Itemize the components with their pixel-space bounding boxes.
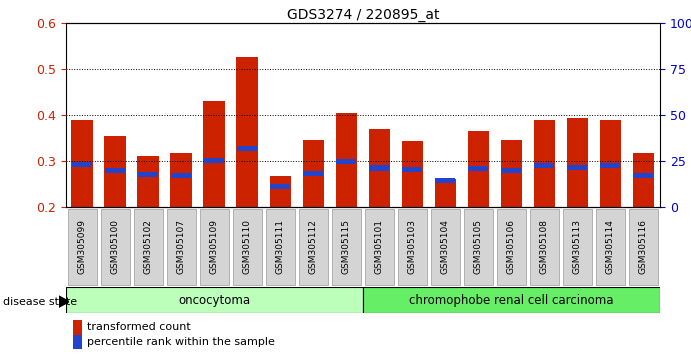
Text: GSM305106: GSM305106 <box>507 219 516 274</box>
Bar <box>237 145 257 151</box>
Bar <box>600 163 621 168</box>
Bar <box>600 120 621 207</box>
Bar <box>502 168 521 173</box>
Text: GSM305102: GSM305102 <box>144 219 153 274</box>
Bar <box>368 129 390 207</box>
Text: GSM305109: GSM305109 <box>209 219 219 274</box>
Bar <box>303 171 323 177</box>
Text: GSM305116: GSM305116 <box>639 219 648 274</box>
Bar <box>468 166 489 171</box>
FancyBboxPatch shape <box>629 209 658 285</box>
Text: oncocytoma: oncocytoma <box>178 293 250 307</box>
Bar <box>401 141 423 207</box>
Text: GSM305101: GSM305101 <box>375 219 384 274</box>
FancyBboxPatch shape <box>464 209 493 285</box>
Bar <box>435 178 455 183</box>
Text: GSM305099: GSM305099 <box>77 219 86 274</box>
FancyBboxPatch shape <box>430 209 460 285</box>
Bar <box>73 162 92 167</box>
FancyBboxPatch shape <box>563 209 592 285</box>
Bar <box>138 155 159 207</box>
Bar <box>104 136 126 207</box>
Bar <box>71 120 93 207</box>
Bar <box>402 167 422 172</box>
Bar <box>303 140 324 207</box>
FancyBboxPatch shape <box>332 209 361 285</box>
FancyBboxPatch shape <box>530 209 559 285</box>
Text: GSM305103: GSM305103 <box>408 219 417 274</box>
Bar <box>203 101 225 207</box>
Text: chromophobe renal cell carcinoma: chromophobe renal cell carcinoma <box>409 293 614 307</box>
FancyBboxPatch shape <box>66 287 363 313</box>
FancyBboxPatch shape <box>200 209 229 285</box>
FancyBboxPatch shape <box>233 209 262 285</box>
Bar <box>567 118 588 207</box>
Bar <box>633 153 654 207</box>
Bar <box>634 173 653 178</box>
Text: GSM305107: GSM305107 <box>177 219 186 274</box>
Bar <box>171 173 191 178</box>
Bar <box>105 168 125 173</box>
FancyBboxPatch shape <box>133 209 162 285</box>
FancyBboxPatch shape <box>68 209 97 285</box>
Polygon shape <box>59 296 69 307</box>
Text: GSM305105: GSM305105 <box>474 219 483 274</box>
Text: GSM305115: GSM305115 <box>342 219 351 274</box>
Bar <box>533 120 555 207</box>
Text: percentile rank within the sample: percentile rank within the sample <box>87 337 275 347</box>
Bar <box>205 158 224 163</box>
Bar <box>435 178 456 207</box>
Bar <box>468 131 489 207</box>
Text: GSM305104: GSM305104 <box>441 219 450 274</box>
Text: GSM305113: GSM305113 <box>573 219 582 274</box>
Bar <box>138 172 158 177</box>
FancyBboxPatch shape <box>299 209 328 285</box>
FancyBboxPatch shape <box>167 209 196 285</box>
Bar <box>567 165 587 170</box>
Bar <box>270 184 290 189</box>
Bar <box>534 163 554 168</box>
Bar <box>370 165 389 171</box>
Text: GSM305110: GSM305110 <box>243 219 252 274</box>
FancyBboxPatch shape <box>365 209 394 285</box>
FancyBboxPatch shape <box>497 209 526 285</box>
Bar <box>500 140 522 207</box>
FancyBboxPatch shape <box>363 287 660 313</box>
Text: GSM305114: GSM305114 <box>606 219 615 274</box>
Text: transformed count: transformed count <box>87 322 191 332</box>
Text: GSM305108: GSM305108 <box>540 219 549 274</box>
Text: GSM305100: GSM305100 <box>111 219 120 274</box>
FancyBboxPatch shape <box>101 209 130 285</box>
Bar <box>337 159 356 164</box>
Text: disease state: disease state <box>3 297 77 307</box>
FancyBboxPatch shape <box>398 209 427 285</box>
Bar <box>336 113 357 207</box>
Bar <box>171 153 192 207</box>
FancyBboxPatch shape <box>596 209 625 285</box>
Title: GDS3274 / 220895_at: GDS3274 / 220895_at <box>287 8 439 22</box>
Bar <box>269 176 291 207</box>
Text: GSM305111: GSM305111 <box>276 219 285 274</box>
Bar <box>236 57 258 207</box>
Text: GSM305112: GSM305112 <box>309 219 318 274</box>
FancyBboxPatch shape <box>266 209 295 285</box>
